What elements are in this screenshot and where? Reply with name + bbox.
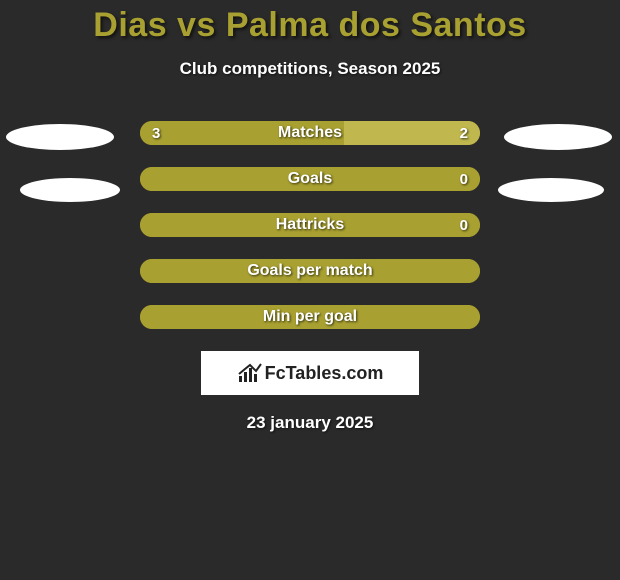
brand-text: FcTables.com (265, 363, 384, 384)
stat-row: Goals0 (140, 167, 480, 191)
player-photo-placeholder (498, 178, 604, 202)
comparison-subtitle: Club competitions, Season 2025 (0, 59, 620, 79)
stat-value-right: 0 (460, 167, 468, 191)
stat-left-fill (140, 167, 480, 191)
stat-row: Goals per match (140, 259, 480, 283)
snapshot-date: 23 january 2025 (0, 413, 620, 433)
stat-left-fill (140, 213, 480, 237)
player-photo-placeholder (20, 178, 120, 202)
stat-row: Hattricks0 (140, 213, 480, 237)
player-photo-placeholder (504, 124, 612, 150)
player-photo-placeholder (6, 124, 114, 150)
stat-left-fill (140, 259, 480, 283)
stat-row: Matches32 (140, 121, 480, 145)
comparison-title: Dias vs Palma dos Santos (0, 0, 620, 45)
bar-chart-icon (237, 362, 263, 384)
stat-left-fill (140, 121, 344, 145)
stat-value-left: 3 (152, 121, 160, 145)
stat-left-fill (140, 305, 480, 329)
stat-value-right: 2 (460, 121, 468, 145)
stat-value-right: 0 (460, 213, 468, 237)
stats-container: Matches32Goals0Hattricks0Goals per match… (140, 121, 480, 329)
stat-row: Min per goal (140, 305, 480, 329)
brand-badge: FcTables.com (201, 351, 419, 395)
